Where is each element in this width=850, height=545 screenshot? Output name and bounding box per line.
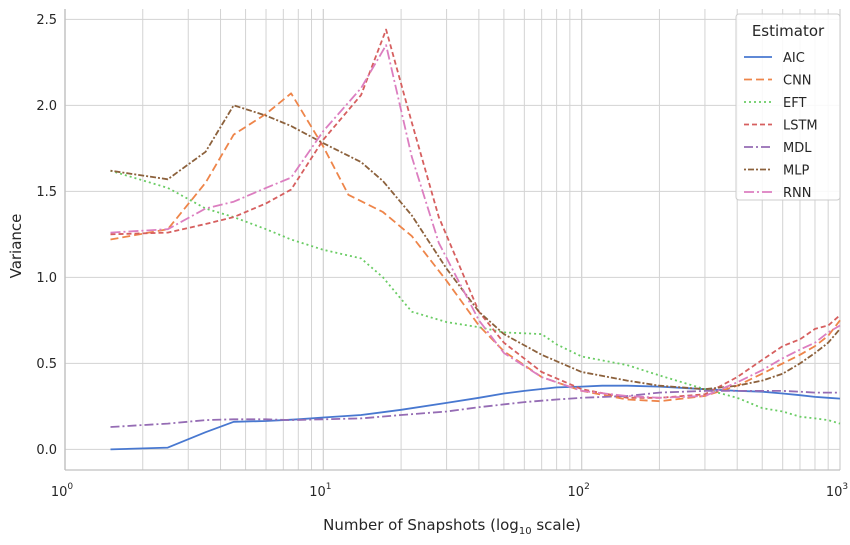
x-tick-label: 102 bbox=[568, 482, 590, 500]
legend-label-mlp: MLP bbox=[783, 164, 809, 179]
y-tick-label: 0.0 bbox=[36, 443, 57, 458]
series-line-rnn bbox=[110, 44, 841, 399]
legend-label-lstm: LSTM bbox=[783, 119, 818, 134]
legend-label-eft: EFT bbox=[783, 96, 806, 111]
x-axis-title-tail: scale) bbox=[532, 516, 581, 534]
y-tick-label: 1.0 bbox=[36, 271, 57, 286]
x-tick-base: 10 bbox=[568, 485, 585, 500]
y-tick-label: 2.0 bbox=[36, 99, 57, 114]
y-tick-label: 0.5 bbox=[36, 357, 57, 372]
y-axis-title: Variance bbox=[7, 214, 25, 279]
legend-label-mdl: MDL bbox=[783, 141, 812, 156]
x-axis-title: Number of Snapshots (log10 scale) bbox=[323, 516, 581, 537]
x-tick-exponent: 2 bbox=[584, 482, 590, 492]
legend-box bbox=[735, 13, 841, 201]
series-line-cnn bbox=[110, 92, 841, 403]
x-tick-label: 101 bbox=[309, 482, 331, 500]
x-tick-exponent: 1 bbox=[326, 482, 332, 492]
x-axis-title-main: Number of Snapshots (log bbox=[323, 516, 519, 534]
x-tick-base: 10 bbox=[309, 485, 326, 500]
legend: Estimator AIC CNN EFT LSTM MDL MLP RNN bbox=[735, 13, 841, 201]
series-line-eft bbox=[110, 169, 841, 425]
series-lines bbox=[110, 28, 841, 451]
x-tick-exponent: 3 bbox=[842, 482, 848, 492]
legend-label-aic: AIC bbox=[783, 51, 805, 66]
x-tick-base: 10 bbox=[826, 485, 843, 500]
x-tick-base: 10 bbox=[51, 485, 68, 500]
series-line-mdl bbox=[110, 390, 840, 428]
y-tick-label: 2.5 bbox=[36, 13, 57, 28]
legend-title: Estimator bbox=[752, 22, 825, 40]
series-line-mlp bbox=[110, 104, 841, 391]
grid bbox=[64, 9, 841, 470]
series-line-lstm bbox=[110, 28, 841, 399]
series-line-aic bbox=[110, 384, 841, 451]
x-tick-label: 103 bbox=[826, 482, 848, 500]
legend-label-rnn: RNN bbox=[783, 186, 811, 201]
x-tick-label: 100 bbox=[51, 482, 74, 500]
x-axis-title-subscript: 10 bbox=[519, 526, 532, 537]
x-tick-exponent: 0 bbox=[67, 482, 73, 492]
y-tick-label: 1.5 bbox=[36, 185, 57, 200]
legend-label-cnn: CNN bbox=[783, 74, 812, 89]
legend-items: AIC CNN EFT LSTM MDL MLP RNN bbox=[744, 51, 818, 201]
